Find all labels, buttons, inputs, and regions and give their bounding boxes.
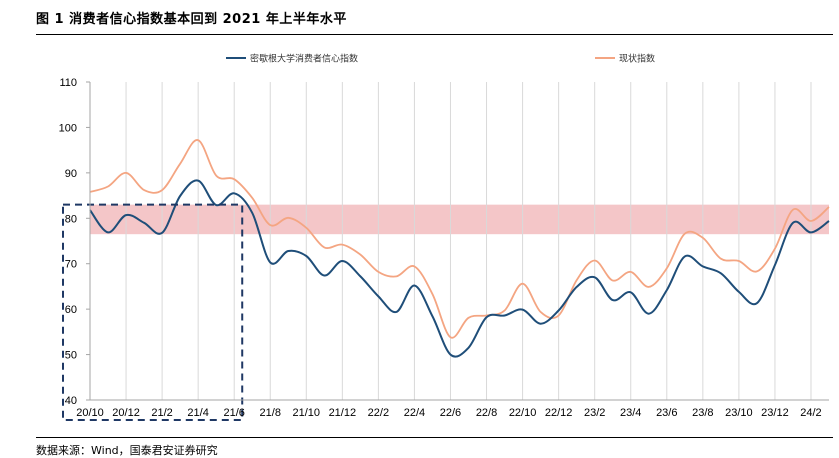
y-tick-label: 110	[59, 77, 77, 89]
grid-lines	[89, 82, 812, 400]
x-tick-label: 21/2	[151, 407, 172, 419]
x-tick-label: 21/8	[260, 407, 281, 419]
x-tick-label: 22/12	[545, 407, 573, 419]
x-tick-label: 21/12	[329, 407, 357, 419]
series-line-sentiment-index	[89, 179, 830, 358]
legend-label: 密歇根大学消费者信心指数	[250, 53, 358, 65]
x-tick-label: 23/8	[692, 407, 713, 419]
x-tick-label: 23/4	[620, 407, 641, 419]
x-tick-label: 22/10	[509, 407, 537, 419]
legend-label: 现状指数	[619, 53, 655, 65]
y-tick-label: 40	[65, 395, 77, 407]
x-tick-label: 22/2	[368, 407, 389, 419]
y-axis-ticks: 40 50 60 70 80 90 100 110	[59, 77, 90, 407]
y-tick-label: 80	[65, 213, 77, 225]
x-tick-label: 23/12	[761, 407, 789, 419]
x-tick-label: 23/10	[725, 407, 753, 419]
chart-legend: 密歇根大学消费者信心指数 现状指数	[226, 53, 655, 65]
x-tick-label: 23/2	[584, 407, 605, 419]
x-tick-label: 21/6	[223, 407, 244, 419]
x-tick-label: 22/6	[440, 407, 461, 419]
source-rule	[36, 437, 833, 438]
highlight-box	[62, 203, 244, 421]
figure-title: 图 1 消费者信心指数基本回到 2021 年上半年水平	[36, 12, 347, 27]
y-tick-label: 50	[65, 350, 77, 362]
title-rule	[36, 34, 833, 35]
series-line-current-conditions	[89, 139, 830, 339]
x-tick-label: 24/2	[800, 407, 821, 419]
x-tick-label: 21/4	[187, 407, 208, 419]
series-layer	[89, 139, 830, 358]
x-tick-label: 22/4	[404, 407, 425, 419]
y-tick-label: 100	[59, 122, 77, 134]
y-tick-label: 60	[65, 304, 77, 316]
x-tick-label: 22/8	[476, 407, 497, 419]
reference-band	[90, 204, 829, 235]
line-chart: 密歇根大学消费者信心指数 现状指数 40 50 60 70 80 90 100 110 20/1…	[59, 53, 830, 421]
x-axis-ticks: 20/10 20/12 21/2 21/4 21/6 21/8 21/10 21/12 22/2…	[76, 407, 821, 419]
x-tick-label: 20/10	[76, 407, 104, 419]
x-tick-label: 21/10	[293, 407, 321, 419]
x-tick-label: 20/12	[112, 407, 140, 419]
y-tick-label: 70	[65, 259, 77, 271]
x-tick-label: 23/6	[656, 407, 677, 419]
y-tick-label: 90	[65, 168, 77, 180]
axes	[89, 82, 829, 401]
source-note: 数据来源：Wind，国泰君安证券研究	[36, 444, 218, 457]
